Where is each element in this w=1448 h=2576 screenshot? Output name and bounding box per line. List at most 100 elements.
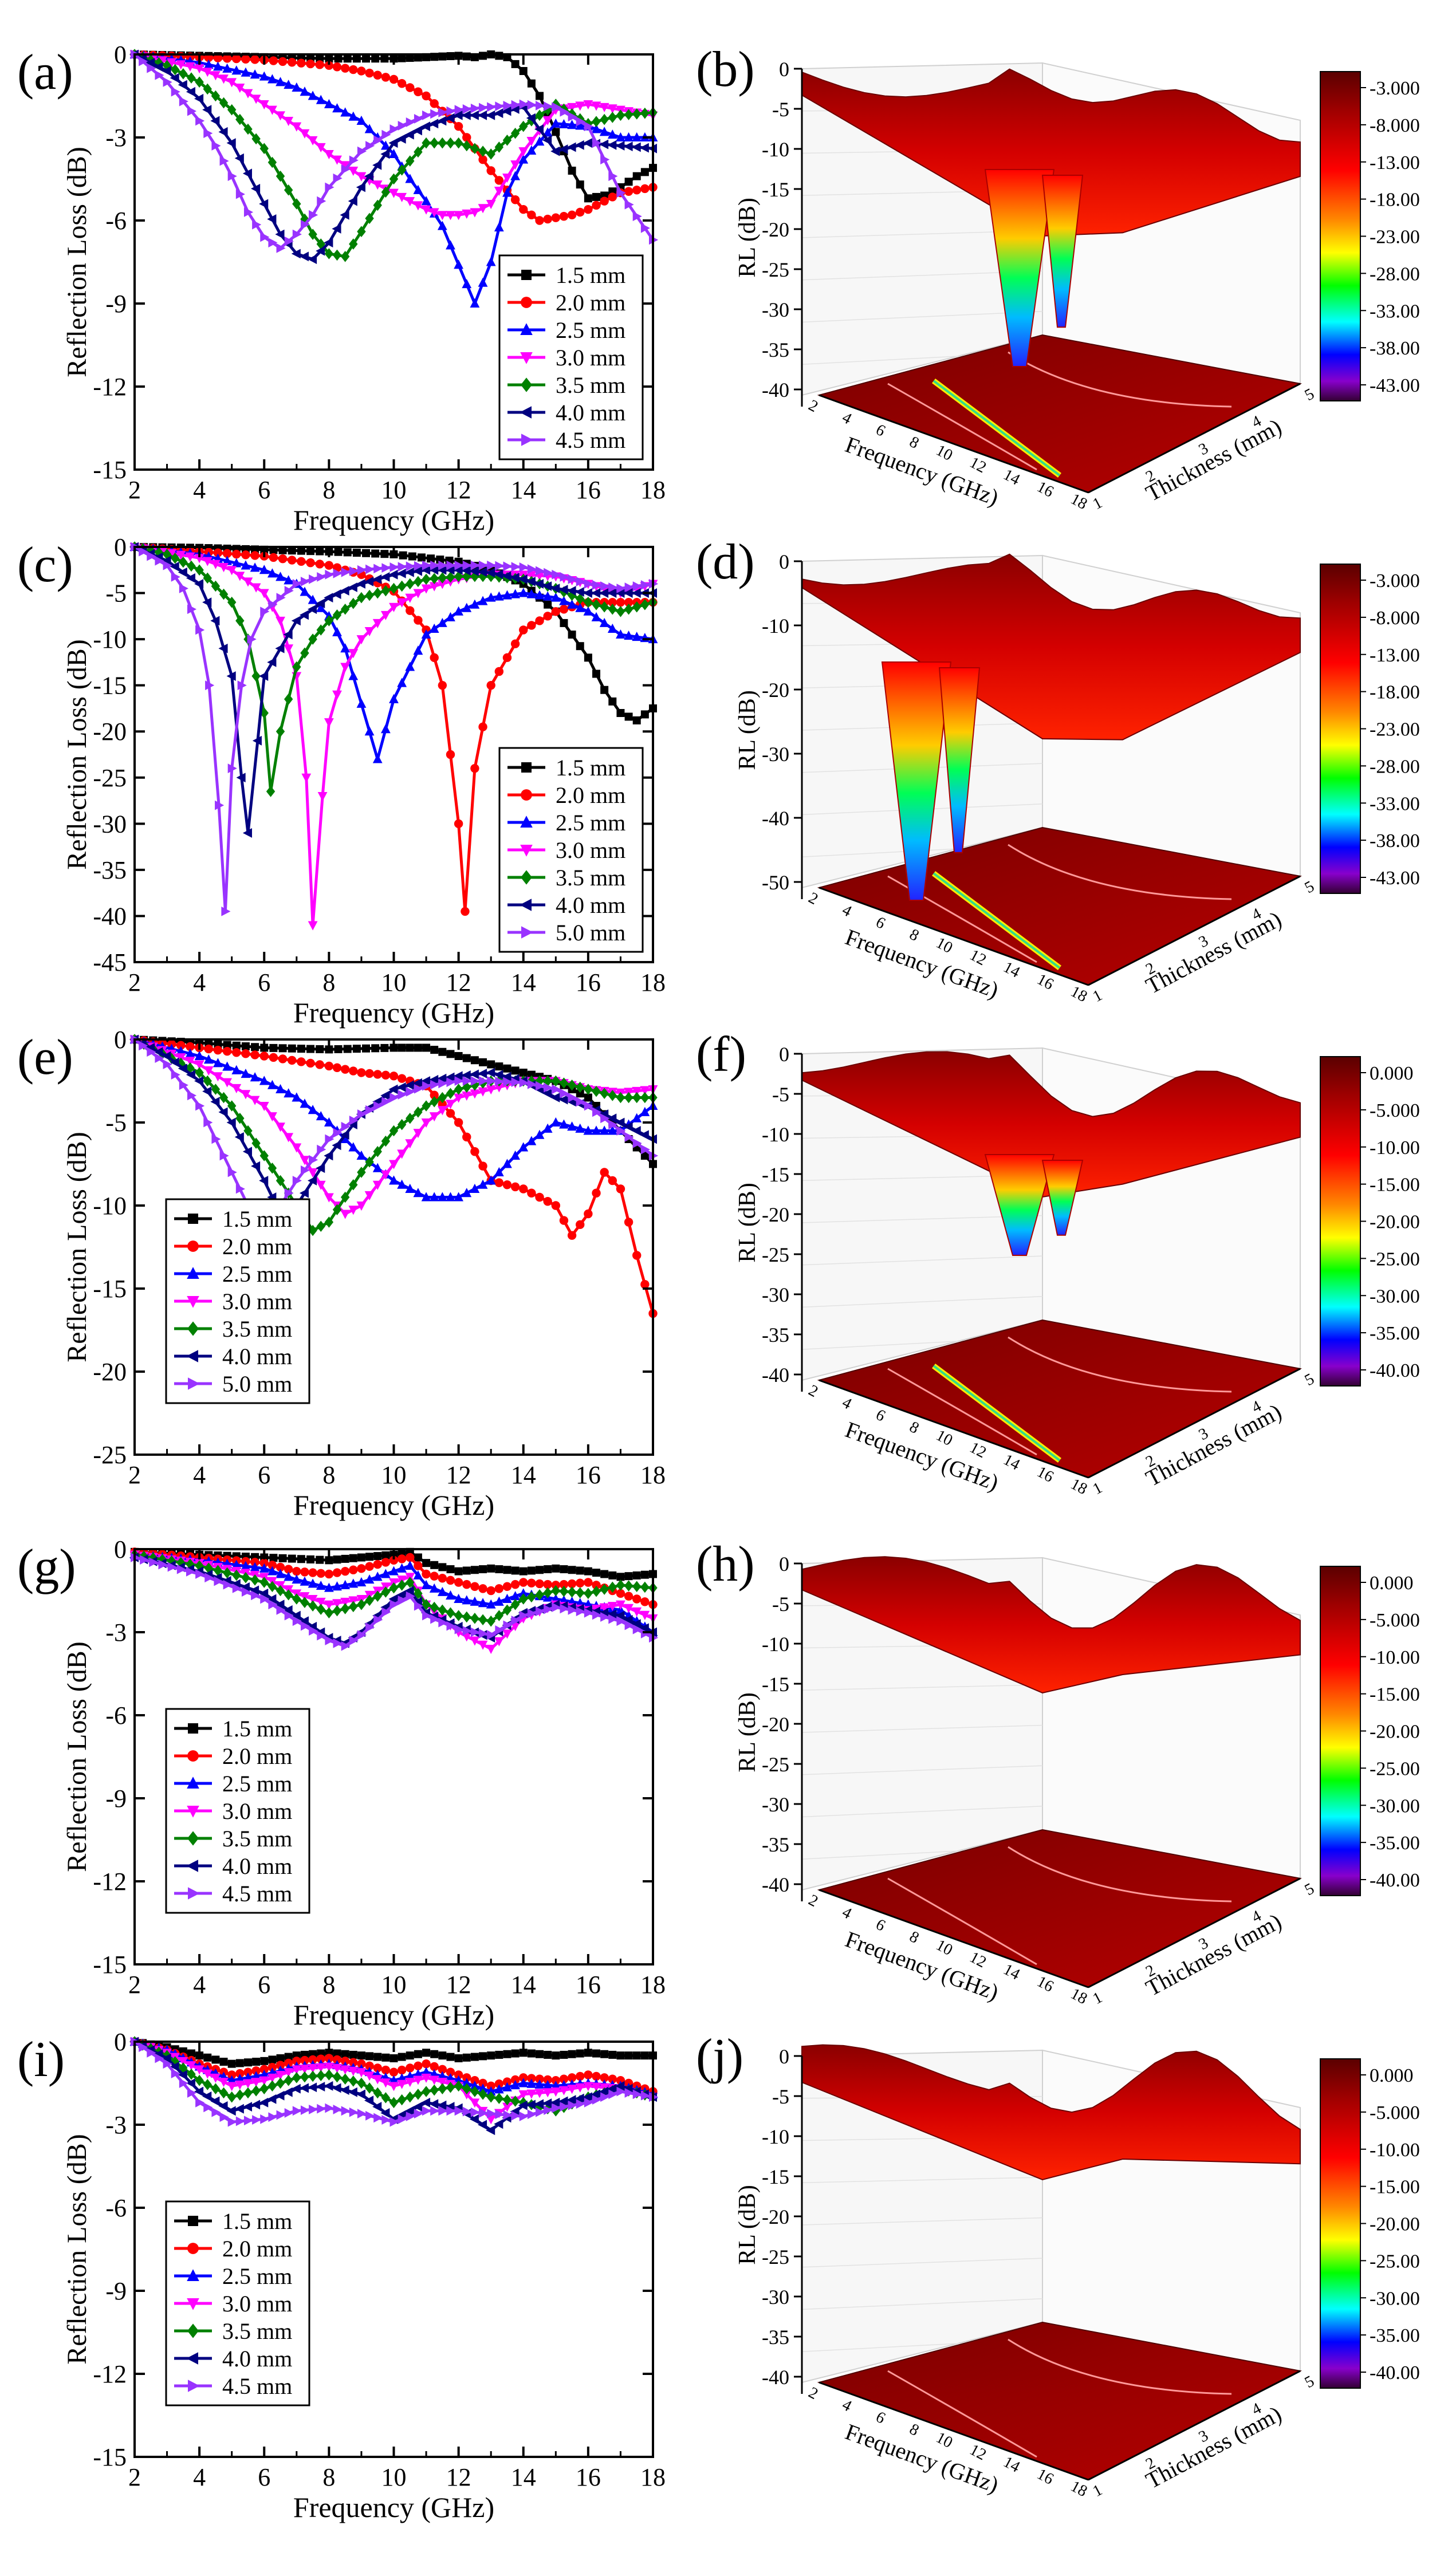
data-marker xyxy=(575,101,585,111)
y-tick-label: -25 xyxy=(93,764,127,792)
data-marker xyxy=(308,2070,317,2082)
data-marker xyxy=(397,2065,407,2075)
data-marker xyxy=(397,1118,407,1131)
legend: 1.5 mm2.0 mm2.5 mm3.0 mm3.5 mm4.0 mm4.5 … xyxy=(165,2200,310,2406)
data-marker xyxy=(502,2094,512,2106)
data-marker xyxy=(405,174,415,183)
data-marker xyxy=(362,1044,371,1053)
data-marker xyxy=(478,1161,487,1171)
data-marker xyxy=(429,1112,439,1122)
data-marker xyxy=(340,643,351,653)
data-marker xyxy=(365,1105,375,1115)
colorbar-tick-label: -18.00 xyxy=(1370,682,1420,703)
data-marker xyxy=(445,1072,455,1082)
data-marker xyxy=(502,1180,512,1189)
data-marker xyxy=(454,560,464,570)
data-marker xyxy=(551,2075,561,2085)
data-marker xyxy=(583,100,593,110)
data-marker xyxy=(251,133,261,145)
x-tick-label: 12 xyxy=(446,2463,471,2491)
data-marker xyxy=(479,1058,487,1066)
data-marker xyxy=(241,1068,251,1078)
data-marker xyxy=(527,564,537,574)
data-marker xyxy=(422,1043,431,1052)
data-marker xyxy=(608,1571,617,1580)
data-marker xyxy=(404,1080,414,1090)
colorbar-tick-label: -13.00 xyxy=(1370,645,1420,666)
data-marker xyxy=(195,1569,205,1579)
data-marker xyxy=(406,83,415,92)
data-marker xyxy=(518,1588,529,1598)
data-marker xyxy=(397,1074,407,1083)
legend-entry: 2.0 mm xyxy=(174,1234,292,1259)
data-marker xyxy=(240,1582,250,1592)
data-marker xyxy=(552,1084,561,1094)
data-marker xyxy=(389,188,399,198)
legend-label: 5.0 mm xyxy=(222,1371,292,1397)
colorbar-tick-label: -35.00 xyxy=(1370,1833,1420,1854)
x-tick-label: 8 xyxy=(322,476,335,504)
data-marker xyxy=(372,754,383,763)
data-marker xyxy=(292,198,301,210)
colorbar-tick-label: -20.00 xyxy=(1370,1212,1420,1233)
data-marker xyxy=(284,575,294,585)
data-marker xyxy=(227,596,237,608)
data-marker xyxy=(542,2088,553,2098)
data-marker xyxy=(187,2323,199,2338)
y-tick-label: -15 xyxy=(93,1275,127,1303)
data-marker xyxy=(372,2075,383,2085)
data-marker xyxy=(203,572,212,584)
data-marker xyxy=(478,145,487,157)
data-marker xyxy=(413,2075,423,2085)
data-marker xyxy=(307,2082,317,2093)
data-marker xyxy=(462,2106,472,2117)
data-marker xyxy=(560,107,569,117)
data-marker xyxy=(503,101,513,111)
data-marker xyxy=(373,1145,382,1157)
data-marker xyxy=(470,208,480,218)
data-marker xyxy=(308,1600,317,1612)
data-marker xyxy=(348,649,359,659)
data-marker xyxy=(503,1064,511,1073)
y-tick-label: 0 xyxy=(114,2028,127,2056)
data-marker xyxy=(462,602,472,612)
grid-line xyxy=(801,1255,1043,1266)
y-axis-label: Reflection Loss (dB) xyxy=(62,1641,92,1872)
legend-entry: 2.0 mm xyxy=(174,1743,292,1769)
x-tick-label: 12 xyxy=(446,968,471,996)
data-marker xyxy=(494,2119,503,2129)
data-marker xyxy=(518,1142,529,1152)
data-marker xyxy=(607,140,617,150)
data-marker xyxy=(259,565,269,574)
data-marker xyxy=(544,2050,552,2059)
data-marker xyxy=(334,548,343,556)
data-marker xyxy=(235,2089,245,2101)
thickness-axis xyxy=(1088,875,1301,986)
data-marker xyxy=(215,800,225,810)
data-marker xyxy=(494,222,504,232)
z-axis-label: RL (dB) xyxy=(734,1692,761,1773)
data-marker xyxy=(584,118,593,129)
data-marker xyxy=(616,1573,625,1581)
data-marker xyxy=(477,1069,487,1078)
data-marker xyxy=(316,1597,326,1607)
legend-entry: 3.0 mm xyxy=(174,1289,292,1314)
data-marker xyxy=(324,718,334,728)
data-marker xyxy=(462,2083,471,2094)
data-marker xyxy=(171,2069,180,2078)
y-tick-label: -12 xyxy=(93,1868,127,1896)
data-marker xyxy=(486,2081,495,2091)
data-marker xyxy=(306,1555,315,1563)
data-marker xyxy=(623,1121,633,1132)
legend-label: 1.5 mm xyxy=(222,1716,292,1742)
data-marker xyxy=(479,103,489,113)
data-marker xyxy=(559,1580,569,1589)
frequency-tick-label: 14 xyxy=(1000,1960,1022,1984)
data-marker xyxy=(357,2077,366,2089)
colorbar-tick-label: -10.00 xyxy=(1370,1137,1420,1159)
data-marker xyxy=(389,2054,398,2062)
data-marker xyxy=(632,108,642,120)
data-marker xyxy=(307,254,317,265)
data-marker xyxy=(494,1083,504,1093)
data-marker xyxy=(364,171,374,182)
